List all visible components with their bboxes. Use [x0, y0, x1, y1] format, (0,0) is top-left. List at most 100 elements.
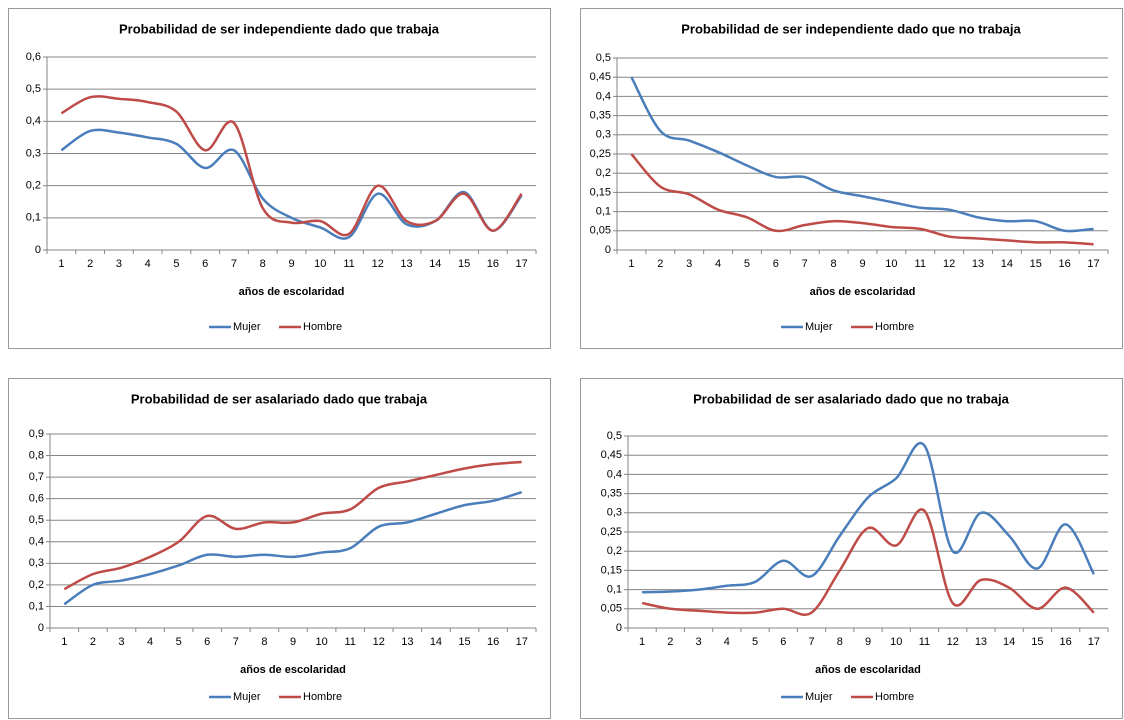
legend-label: Hombre — [875, 691, 914, 703]
x-tick-label: 10 — [885, 258, 897, 270]
x-tick-label: 17 — [516, 636, 528, 648]
y-tick-label: 0,25 — [590, 148, 611, 160]
y-tick-label: 0 — [35, 244, 41, 256]
x-tick-label: 12 — [943, 258, 955, 270]
x-axis-label: años de escolaridad — [240, 664, 346, 676]
legend-label: Mujer — [233, 691, 261, 703]
x-tick-label: 5 — [173, 258, 179, 270]
y-tick-label: 0,1 — [596, 206, 611, 218]
series-line — [630, 76, 1094, 233]
x-tick-label: 5 — [176, 636, 182, 648]
series-line — [60, 95, 523, 237]
x-tick-label: 16 — [487, 636, 499, 648]
x-tick-label: 15 — [458, 258, 470, 270]
x-tick-label: 8 — [260, 258, 266, 270]
y-tick-label: 0,4 — [26, 115, 41, 127]
x-tick-label: 4 — [715, 258, 721, 270]
x-tick-label: 11 — [915, 258, 926, 270]
x-tick-label: 17 — [1088, 636, 1100, 648]
chart-title: Probabilidad de ser independiente dado q… — [119, 21, 440, 36]
x-tick-label: 6 — [202, 258, 208, 270]
y-tick-label: 0,6 — [26, 51, 41, 63]
chart-title: Probabilidad de ser asalariado dado que … — [131, 391, 428, 406]
x-tick-label: 7 — [802, 258, 808, 270]
y-tick-label: 0,25 — [601, 526, 622, 538]
series-line — [642, 441, 1095, 594]
x-tick-label: 9 — [865, 636, 871, 648]
x-tick-label: 8 — [261, 636, 267, 648]
y-tick-label: 0,1 — [29, 600, 44, 612]
y-tick-label: 0,4 — [596, 90, 611, 102]
x-tick-label: 16 — [1060, 636, 1072, 648]
x-tick-label: 15 — [1030, 258, 1042, 270]
y-tick-label: 0,35 — [590, 110, 611, 122]
x-tick-label: 3 — [696, 636, 702, 648]
x-tick-label: 14 — [1001, 258, 1013, 270]
x-tick-label: 7 — [231, 258, 237, 270]
y-tick-label: 0,4 — [607, 468, 622, 480]
y-tick-label: 0,5 — [596, 52, 611, 64]
x-tick-label: 8 — [837, 636, 843, 648]
x-tick-label: 15 — [458, 636, 470, 648]
x-tick-label: 1 — [61, 636, 67, 648]
y-tick-label: 0,1 — [607, 584, 622, 596]
legend-label: Hombre — [303, 321, 342, 333]
x-tick-label: 4 — [147, 636, 153, 648]
x-tick-label: 14 — [1003, 636, 1015, 648]
y-tick-label: 0,1 — [26, 212, 41, 224]
y-tick-label: 0,3 — [607, 507, 622, 519]
y-tick-label: 0,7 — [29, 471, 44, 483]
x-tick-label: 9 — [288, 258, 294, 270]
x-tick-label: 6 — [780, 636, 786, 648]
x-tick-label: 2 — [87, 258, 93, 270]
series-line — [630, 153, 1094, 246]
y-tick-label: 0,05 — [590, 225, 611, 237]
x-tick-label: 13 — [400, 258, 412, 270]
chart-title: Probabilidad de ser independiente dado q… — [681, 21, 1021, 36]
y-tick-label: 0,8 — [29, 449, 44, 461]
x-tick-label: 4 — [145, 258, 151, 270]
legend-label: Mujer — [805, 691, 833, 703]
x-tick-label: 16 — [487, 258, 499, 270]
x-tick-label: 2 — [667, 636, 673, 648]
y-tick-label: 0,3 — [26, 147, 41, 159]
chart-frame — [8, 378, 551, 719]
y-tick-label: 0,5 — [607, 430, 622, 442]
x-tick-label: 1 — [639, 636, 645, 648]
y-tick-label: 0,2 — [596, 167, 611, 179]
x-tick-label: 9 — [859, 258, 865, 270]
x-tick-label: 3 — [118, 636, 124, 648]
x-tick-label: 11 — [343, 258, 354, 270]
x-tick-label: 12 — [947, 636, 959, 648]
legend-label: Mujer — [233, 321, 261, 333]
x-tick-label: 3 — [116, 258, 122, 270]
x-tick-label: 14 — [430, 636, 442, 648]
x-tick-label: 12 — [373, 636, 385, 648]
series-line — [63, 460, 522, 591]
x-tick-label: 4 — [724, 636, 730, 648]
x-tick-label: 1 — [58, 258, 64, 270]
x-tick-label: 6 — [773, 258, 779, 270]
y-tick-label: 0,45 — [590, 71, 611, 83]
legend-label: Hombre — [303, 691, 342, 703]
x-tick-label: 1 — [628, 258, 634, 270]
x-tick-label: 10 — [314, 258, 326, 270]
x-tick-label: 7 — [808, 636, 814, 648]
x-tick-label: 9 — [290, 636, 296, 648]
y-tick-label: 0,15 — [601, 564, 622, 576]
x-tick-label: 13 — [975, 636, 987, 648]
x-tick-label: 2 — [90, 636, 96, 648]
x-tick-label: 11 — [344, 636, 355, 648]
y-tick-label: 0,45 — [601, 449, 622, 461]
x-tick-label: 11 — [919, 636, 930, 648]
y-tick-label: 0,15 — [590, 186, 611, 198]
x-tick-label: 10 — [315, 636, 327, 648]
y-tick-label: 0,3 — [29, 557, 44, 569]
x-tick-label: 15 — [1031, 636, 1043, 648]
x-tick-label: 7 — [233, 636, 239, 648]
y-tick-label: 0,35 — [601, 488, 622, 500]
series-line — [641, 508, 1095, 616]
y-tick-label: 0,2 — [29, 579, 44, 591]
legend-label: Mujer — [805, 321, 833, 333]
